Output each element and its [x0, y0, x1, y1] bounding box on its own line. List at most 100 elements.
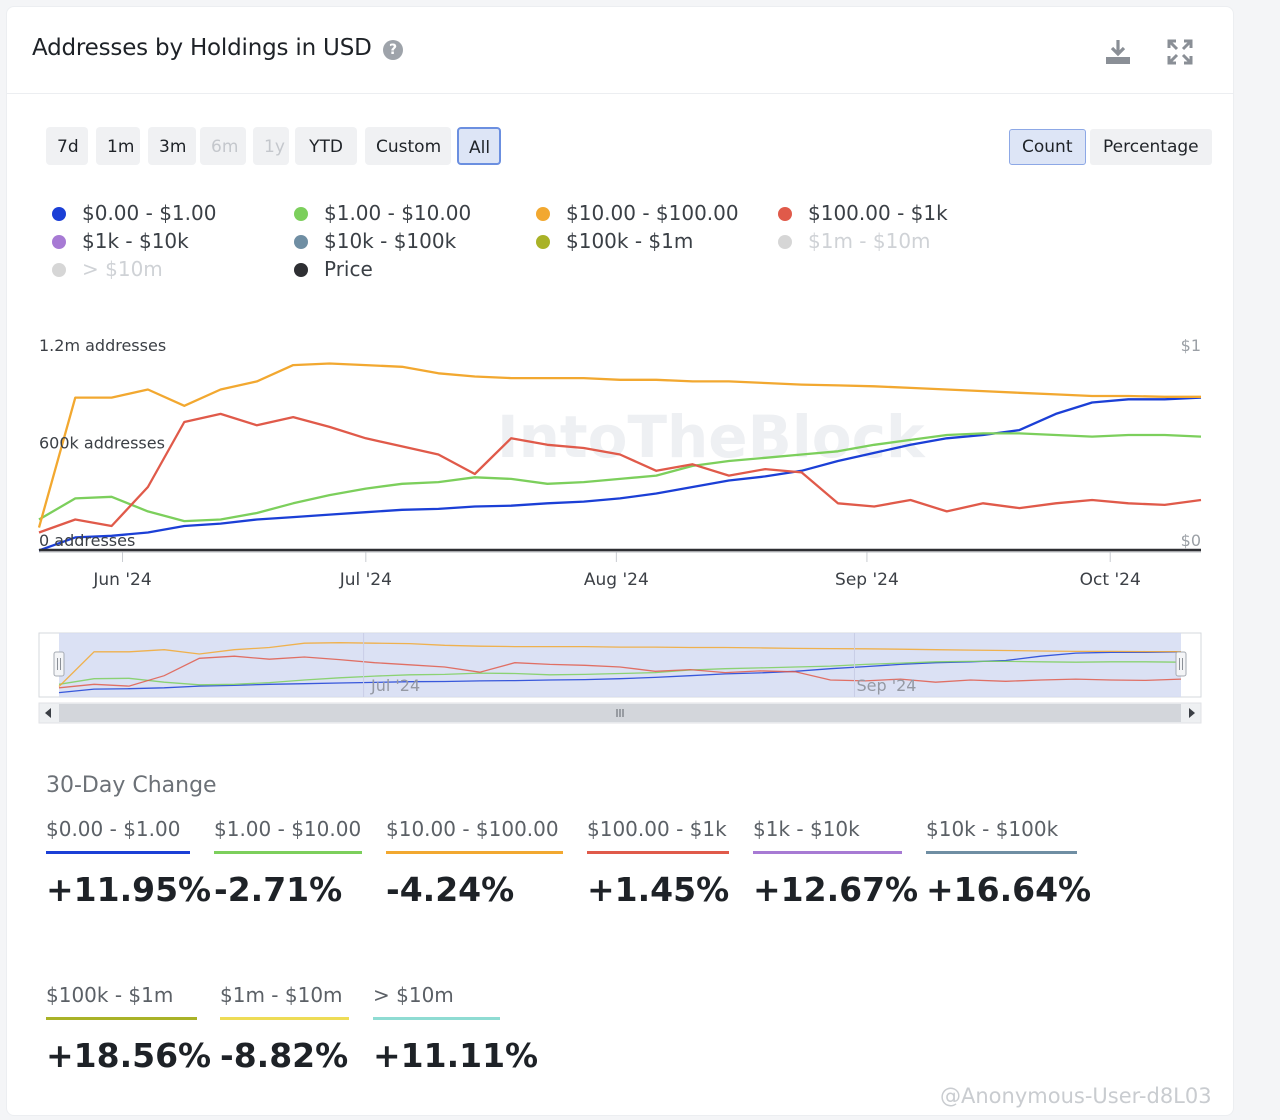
legend-label: $1.00 - $10.00: [324, 201, 472, 225]
change-bar: [373, 1017, 500, 1020]
series-line: [38, 396, 1202, 552]
count-mode-button[interactable]: Count: [1009, 129, 1086, 165]
change-bar: [46, 851, 190, 854]
chart-title: Addresses by Holdings in USD: [32, 35, 372, 61]
legend-dot: [294, 263, 308, 277]
navigator-series-line: [58, 660, 1182, 686]
change-item: $1.00 - $10.00 -2.71%: [214, 817, 362, 909]
change-value: -2.71%: [214, 870, 343, 909]
legend-label: $0.00 - $1.00: [82, 201, 217, 225]
y-tick-label: 1.2m addresses: [39, 336, 166, 355]
change-bar: [220, 1017, 349, 1020]
navigator-series-line: [58, 655, 1182, 689]
change-value: +16.64%: [926, 870, 1092, 909]
x-tick-label: Aug '24: [584, 570, 649, 590]
chart-navigator[interactable]: Jul '24 Sep '24: [38, 632, 1202, 724]
change-value: +1.45%: [587, 870, 730, 909]
legend-dot: [778, 235, 792, 249]
expand-icon[interactable]: [1165, 37, 1195, 67]
change-bar: [753, 851, 902, 854]
legend-label: $100k - $1m: [566, 229, 694, 253]
change-label: $10k - $100k: [926, 817, 1059, 841]
change-value: -4.24%: [386, 870, 515, 909]
navigator-tick-label: Sep '24: [856, 676, 916, 695]
change-item: > $10m +11.11%: [373, 983, 539, 1075]
percentage-mode-button[interactable]: Percentage: [1090, 129, 1212, 165]
download-icon[interactable]: [1103, 37, 1133, 67]
navigator-left-handle[interactable]: [53, 651, 65, 677]
legend-dot: [778, 207, 792, 221]
legend-dot: [52, 207, 66, 221]
scroll-right-arrow-icon[interactable]: [1189, 708, 1195, 718]
chart-grid: [39, 551, 1201, 562]
navigator-tick-label: Jul '24: [370, 676, 420, 695]
range-1y-button[interactable]: 1y: [253, 127, 289, 165]
legend-label: $1m - $10m: [808, 229, 931, 253]
expand-icon-glyph: [1167, 39, 1193, 65]
change-value: +12.67%: [753, 870, 919, 909]
download-icon-glyph: [1106, 40, 1130, 64]
legend-label: $10k - $100k: [324, 229, 457, 253]
change-label: $1.00 - $10.00: [214, 817, 362, 841]
x-tick-label: Sep '24: [835, 570, 899, 590]
legend-dot: [52, 263, 66, 277]
question-circle-icon[interactable]: ?: [383, 40, 403, 60]
y-right-tick-label: $0: [1181, 531, 1201, 550]
change-item: $0.00 - $1.00 +11.95%: [46, 817, 211, 909]
change-value: +11.11%: [373, 1036, 539, 1075]
chart-card: Addresses by Holdings in USD ? 7d 1m 3m …: [6, 6, 1234, 1116]
legend-label: $10.00 - $100.00: [566, 201, 739, 225]
change-bar: [587, 851, 729, 854]
legend-dot: [536, 207, 550, 221]
change-label: $1m - $10m: [220, 983, 343, 1007]
line-chart[interactable]: IntoTheBlock 0 addresses 600k addresses 1.…: [7, 327, 1233, 727]
change-bar: [214, 851, 362, 854]
change-item: $1m - $10m -8.82%: [220, 983, 349, 1075]
legend-label: Price: [324, 257, 373, 281]
footer-watermark: @Anonymous-User-d8L03: [940, 1084, 1212, 1108]
range-1m-button[interactable]: 1m: [96, 127, 140, 165]
range-7d-button[interactable]: 7d: [46, 127, 88, 165]
x-tick-label: Jul '24: [339, 570, 392, 590]
legend-dot: [294, 235, 308, 249]
navigator-right-handle[interactable]: [1175, 651, 1187, 677]
legend-dot: [294, 207, 308, 221]
change-label: $10.00 - $100.00: [386, 817, 559, 841]
change-bar: [46, 1017, 197, 1020]
legend-label: > $10m: [82, 257, 163, 281]
change-label: $100.00 - $1k: [587, 817, 727, 841]
change-value: +18.56%: [46, 1036, 212, 1075]
series-line: [38, 432, 1202, 523]
x-tick-label: Jun '24: [92, 570, 151, 590]
change-label: > $10m: [373, 983, 454, 1007]
change-label: $0.00 - $1.00: [46, 817, 181, 841]
change-item: $10k - $100k +16.64%: [926, 817, 1092, 909]
legend-dot: [536, 235, 550, 249]
chart-series: [37, 362, 1202, 552]
legend-label: $1k - $10k: [82, 229, 189, 253]
scroll-left-arrow-icon[interactable]: [45, 708, 51, 718]
y-right-tick-label: $1: [1181, 336, 1201, 355]
change-bar: [926, 851, 1077, 854]
change-title: 30-Day Change: [46, 773, 217, 798]
range-ytd-button[interactable]: YTD: [295, 127, 357, 165]
change-label: $1k - $10k: [753, 817, 860, 841]
y-tick-label: 600k addresses: [39, 434, 165, 453]
card-header: Addresses by Holdings in USD ?: [7, 7, 1233, 94]
navigator-series-line: [58, 642, 1181, 687]
range-custom-button[interactable]: Custom: [365, 127, 451, 165]
chart-watermark: IntoTheBlock: [497, 403, 926, 471]
change-label: $100k - $1m: [46, 983, 174, 1007]
range-6m-button[interactable]: 6m: [200, 127, 246, 165]
x-tick-label: Oct '24: [1080, 570, 1141, 590]
series-line: [38, 412, 1202, 534]
change-item: $100.00 - $1k +1.45%: [587, 817, 729, 909]
change-bar: [386, 851, 563, 854]
range-3m-button[interactable]: 3m: [148, 127, 196, 165]
change-item: $1k - $10k +12.67%: [753, 817, 919, 909]
chart-axes: 0 addresses 600k addresses 1.2m addresses $…: [39, 336, 1201, 590]
y-tick-label: 0 addresses: [39, 531, 135, 550]
range-all-button[interactable]: All: [457, 127, 501, 165]
change-item: $10.00 - $100.00 -4.24%: [386, 817, 563, 909]
legend-dot: [52, 235, 66, 249]
